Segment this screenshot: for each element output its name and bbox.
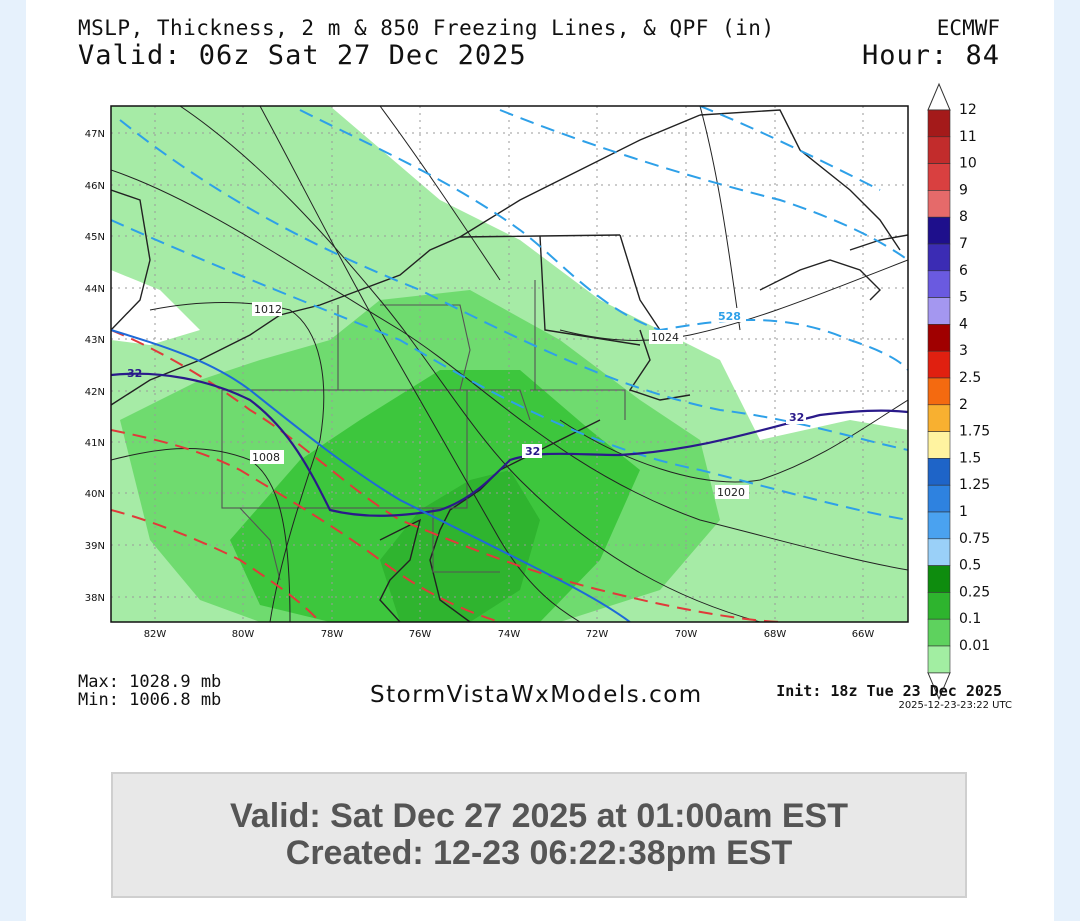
coastlines-borders	[111, 109, 908, 622]
colorbar-swatch	[927, 324, 951, 352]
colorbar-label: 4	[959, 316, 968, 332]
colorbar-label: 9	[959, 182, 968, 198]
valid-time: Valid: 06z Sat 27 Dec 2025	[78, 40, 527, 71]
isobar-label: 1012	[254, 303, 282, 316]
lat-label: 40N	[85, 489, 105, 500]
lat-label: 39N	[85, 541, 105, 552]
freezing-2m-line	[111, 372, 908, 517]
colorbar-label: 1	[959, 504, 968, 520]
colorbar-label: 10	[959, 156, 977, 172]
lon-label: 78W	[321, 629, 344, 640]
colorbar-swatch	[927, 136, 951, 164]
colorbar-label: 1.75	[959, 424, 990, 440]
min-pressure: Min: 1006.8 mb	[78, 690, 222, 710]
lat-label: 46N	[85, 181, 105, 192]
init-time: Init: 18z Tue 23 Dec 2025	[776, 682, 1002, 700]
colorbar-swatch	[927, 618, 951, 647]
contour-labels: 1012 1008 1024 1020 528 32 32 32	[127, 302, 806, 499]
colorbar-label: 0.1	[959, 611, 981, 627]
colorbar-label: 2.5	[959, 370, 981, 386]
colorbar-swatch	[927, 243, 951, 272]
colorbar-label: 1.25	[959, 477, 990, 493]
colorbar-swatch	[927, 431, 951, 459]
info-created-time: Created: 12-23 06:22:38pm EST	[285, 834, 793, 872]
colorbar-label: 7	[959, 236, 968, 252]
colorbar-swatch	[927, 163, 951, 191]
state-borders	[221, 280, 626, 581]
colorbar-swatch	[927, 592, 951, 620]
freezing-label: 32	[789, 411, 804, 424]
lat-labels: 47N 46N 45N 44N 43N 42N 41N 40N 39N 38N	[85, 129, 105, 604]
surface-blue-line	[111, 329, 631, 622]
colorbar-swatch	[927, 458, 951, 486]
lat-label: 43N	[85, 335, 105, 346]
lat-label: 41N	[85, 438, 105, 449]
lon-label: 66W	[852, 629, 875, 640]
timestamp: 2025-12-23-23:22 UTC	[898, 700, 1012, 711]
lat-label: 42N	[85, 387, 105, 398]
lat-label: 47N	[85, 129, 105, 140]
colorbar-swatch	[927, 484, 951, 513]
thickness-label: 528	[718, 310, 741, 323]
lat-label: 44N	[85, 284, 105, 295]
map-plot-area	[111, 106, 908, 622]
lon-label: 74W	[498, 629, 521, 640]
max-pressure: Max: 1028.9 mb	[78, 672, 222, 692]
colorbar-swatch	[927, 511, 951, 540]
colorbar-swatch	[927, 377, 951, 406]
colorbar-label: 1.5	[959, 450, 981, 466]
info-valid-time: Valid: Sat Dec 27 2025 at 01:00am EST	[229, 797, 848, 835]
colorbar-top-arrow	[927, 82, 951, 111]
map-title: MSLP, Thickness, 2 m & 850 Freezing Line…	[78, 16, 775, 40]
info-box: Valid: Sat Dec 27 2025 at 01:00am EST Cr…	[111, 772, 967, 898]
colorbar-label: 2	[959, 397, 968, 413]
lon-label: 76W	[409, 629, 432, 640]
colorbar-label: 8	[959, 209, 968, 225]
colorbar-swatch	[927, 350, 951, 379]
colorbar-swatch	[927, 216, 951, 245]
colorbar-label: 3	[959, 343, 968, 359]
thickness-lines	[111, 106, 908, 521]
lon-labels: 82W 80W 78W 76W 74W 72W 70W 68W 66W	[144, 629, 875, 640]
lon-label: 80W	[232, 629, 255, 640]
colorbar-swatch	[927, 297, 951, 325]
colorbar-label: 11	[959, 129, 977, 145]
colorbar-label: 12	[959, 102, 977, 118]
isobar-label: 1008	[252, 451, 280, 464]
freezing-label: 32	[525, 445, 540, 458]
colorbar-swatch	[927, 190, 951, 218]
colorbar-label: 6	[959, 263, 968, 279]
lon-label: 82W	[144, 629, 167, 640]
colorbar-label: 5	[959, 290, 968, 306]
colorbar-label: 0.25	[959, 584, 990, 600]
plot-frame	[110, 105, 909, 623]
colorbar-swatch	[927, 538, 951, 566]
lon-label: 68W	[764, 629, 787, 640]
colorbar-swatch	[927, 270, 951, 298]
colorbar-swatch	[927, 109, 951, 138]
freezing-label: 32	[127, 367, 142, 380]
colorbar-swatch	[927, 565, 951, 593]
colorbar-swatch	[927, 404, 951, 432]
site-name: StormVistaWxModels.com	[370, 682, 703, 708]
pressure-extremes: Max: 1028.9 mb Min: 1006.8 mb	[78, 673, 221, 709]
qpf-colorbar: 12 11 10 9 8 7 6 5 4 3 2.5 2 1.75 1.5 1.25 1 0.75 0.5 0.25…	[927, 82, 990, 701]
isobar-label: 1024	[651, 331, 679, 344]
colorbar-label: 0.5	[959, 558, 981, 574]
colorbar-label: 0.01	[959, 638, 990, 654]
colorbar-label: 0.75	[959, 531, 990, 547]
forecast-hour: Hour: 84	[861, 40, 1000, 71]
graticule	[111, 106, 908, 622]
lat-label: 45N	[85, 232, 105, 243]
model-name: ECMWF	[936, 16, 1000, 40]
colorbar-swatch	[927, 645, 951, 674]
isobar-label: 1020	[717, 486, 745, 499]
lat-label: 38N	[85, 593, 105, 604]
lon-label: 70W	[675, 629, 698, 640]
lon-label: 72W	[586, 629, 609, 640]
